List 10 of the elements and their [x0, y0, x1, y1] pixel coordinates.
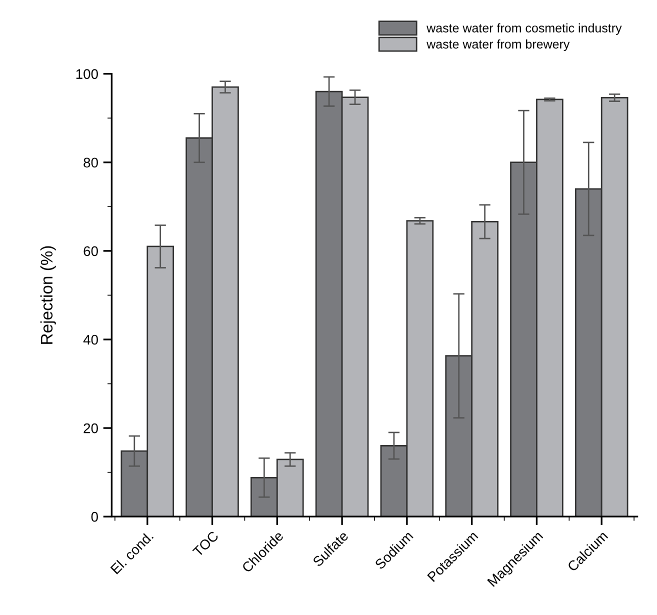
legend-label: waste water from cosmetic industry [426, 23, 622, 35]
y-tick-label: 40 [83, 334, 98, 345]
y-tick-label: 20 [84, 423, 98, 434]
y-axis-title: Rejection (%) [40, 246, 56, 344]
legend-label: waste water from brewery [426, 39, 570, 52]
x-tick-label: TOC [192, 530, 220, 558]
y-tick-label: 100 [76, 69, 98, 79]
y-tick-label: 60 [84, 246, 98, 256]
y-tick-label: 0 [91, 512, 98, 522]
y-tick-label: 80 [84, 158, 98, 168]
